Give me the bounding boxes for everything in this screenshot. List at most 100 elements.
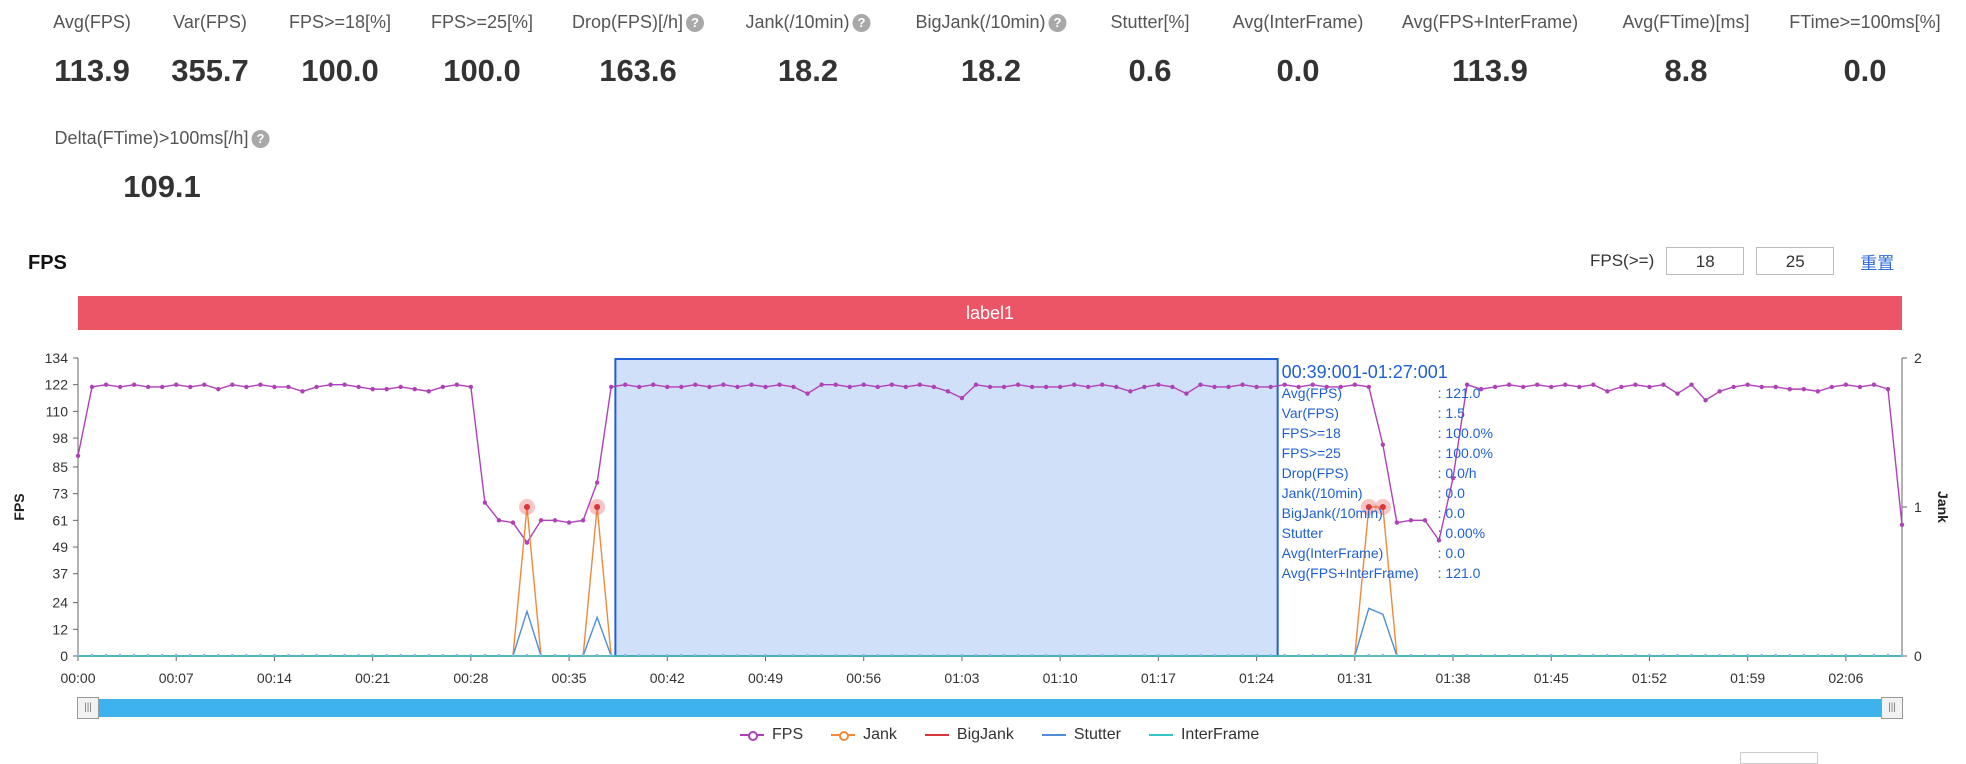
baseline-point: [132, 653, 136, 657]
help-icon[interactable]: ?: [686, 13, 705, 32]
fps-point: [1535, 382, 1540, 387]
baseline-point: [1269, 653, 1272, 657]
legend-item[interactable]: Jank: [831, 726, 897, 744]
fps-point: [959, 395, 965, 401]
fps-point: [791, 384, 796, 390]
x-tick-label: 01:31: [1337, 670, 1372, 686]
baseline-point: [1381, 653, 1385, 657]
stat-label: FPS>=25[%]: [431, 12, 533, 33]
tooltip-row-label: Var(FPS): [1282, 405, 1339, 421]
fps-point: [510, 520, 516, 525]
stat-label: BigJank(/10min)?: [915, 12, 1067, 33]
fps-point: [1184, 391, 1189, 396]
baseline-point: [76, 653, 80, 657]
stat-label: Stutter[%]: [1110, 12, 1189, 33]
baseline-point: [1423, 653, 1427, 657]
reset-link[interactable]: 重置: [1860, 253, 1895, 273]
fps-point: [1380, 442, 1386, 447]
baseline-point: [1002, 653, 1006, 657]
slider-left-handle[interactable]: |||: [77, 697, 99, 719]
baseline-point: [862, 653, 866, 657]
baseline-point: [820, 653, 823, 657]
fps-point: [286, 384, 291, 390]
x-tick-label: 01:52: [1632, 670, 1667, 686]
slider-right-handle[interactable]: |||: [1881, 697, 1903, 719]
baseline-point: [1549, 653, 1553, 657]
fps-point: [1450, 475, 1456, 481]
fps-threshold-controls: FPS(>=) 18 25 重置: [1590, 247, 1894, 275]
stat-label-text: Avg(FTime)[ms]: [1622, 12, 1750, 32]
fps-point: [1745, 382, 1750, 387]
fps-threshold-label: FPS(>=): [1590, 251, 1655, 270]
fps-threshold-input-2[interactable]: 25: [1756, 247, 1835, 275]
baseline-point: [1676, 653, 1679, 657]
stat-label-text: Jank(/10min): [745, 12, 850, 32]
fps-point: [749, 382, 754, 387]
fps-point: [1086, 384, 1091, 390]
legend-item[interactable]: Stutter: [1041, 726, 1121, 744]
tooltip-row-value: : 0.0: [1438, 545, 1465, 561]
baseline-point: [160, 653, 164, 657]
stat-value: 8.8: [1664, 53, 1708, 88]
tooltip-row-value: : 1.5: [1438, 405, 1465, 421]
baseline-point: [1171, 653, 1174, 657]
fps-point: [482, 500, 488, 505]
stat-label-text: Delta(FTime)>100ms[/h]: [54, 128, 249, 148]
label-bar[interactable]: label1: [78, 296, 1902, 330]
y2-axis-title: Jank: [1935, 491, 1951, 523]
fps-point: [1787, 386, 1792, 392]
legend-item[interactable]: BigJank: [924, 726, 1014, 744]
stat-card: FTime>=100ms[%] 0.0: [1789, 12, 1940, 89]
baseline-point: [329, 653, 332, 657]
stat-card: FPS>=18[%] 100.0: [289, 12, 391, 89]
help-icon[interactable]: ?: [251, 129, 270, 148]
baseline-point: [413, 653, 417, 657]
fps-point: [707, 384, 712, 390]
time-range-slider[interactable]: ||| |||: [77, 697, 1903, 719]
fps-point: [1212, 384, 1217, 390]
baseline-point: [1086, 653, 1090, 657]
y-tick-label: 49: [52, 539, 68, 555]
fps-threshold-input-1[interactable]: 18: [1666, 247, 1745, 275]
baseline-point: [1072, 653, 1076, 657]
fps-point: [1605, 389, 1610, 394]
fps-point: [145, 384, 151, 390]
fps-point: [1422, 518, 1428, 523]
baseline-point: [1872, 653, 1876, 657]
fps-point: [1254, 384, 1259, 390]
stat-label-text: BigJank(/10min): [915, 12, 1046, 32]
fps-point: [1043, 384, 1049, 390]
y-tick-label: 24: [52, 595, 68, 611]
baseline-point: [1409, 653, 1413, 657]
fps-point: [833, 382, 838, 387]
baseline-point: [680, 653, 683, 657]
legend-item[interactable]: InterFrame: [1148, 726, 1259, 744]
jank-point: [523, 504, 530, 510]
fps-point: [973, 382, 979, 387]
baseline-point: [1297, 653, 1300, 657]
legend-marker: [1148, 729, 1173, 741]
baseline-point: [1129, 653, 1132, 657]
baseline-point: [1746, 653, 1749, 657]
fps-point: [1352, 382, 1358, 387]
stat-card: Drop(FPS)[/h]? 163.6: [572, 12, 705, 89]
fps-point: [861, 382, 866, 387]
fps-point: [1577, 384, 1582, 390]
fps-point: [272, 384, 277, 390]
x-tick-label: 01:17: [1141, 670, 1176, 686]
x-tick-label: 00:07: [159, 670, 194, 686]
baseline-point: [1367, 653, 1371, 657]
baseline-point: [90, 653, 94, 657]
help-icon[interactable]: ?: [1048, 13, 1067, 32]
fps-point: [1142, 384, 1147, 390]
fps-point: [580, 518, 586, 523]
stat-value: 113.9: [54, 53, 130, 88]
help-icon[interactable]: ?: [852, 13, 871, 32]
baseline-point: [1521, 653, 1525, 657]
baseline-point: [623, 653, 627, 657]
legend-item[interactable]: FPS: [740, 726, 803, 744]
stat-card: Stutter[%] 0.6: [1110, 12, 1189, 89]
fps-point: [440, 384, 445, 390]
stat-label-text: Stutter[%]: [1110, 12, 1190, 32]
